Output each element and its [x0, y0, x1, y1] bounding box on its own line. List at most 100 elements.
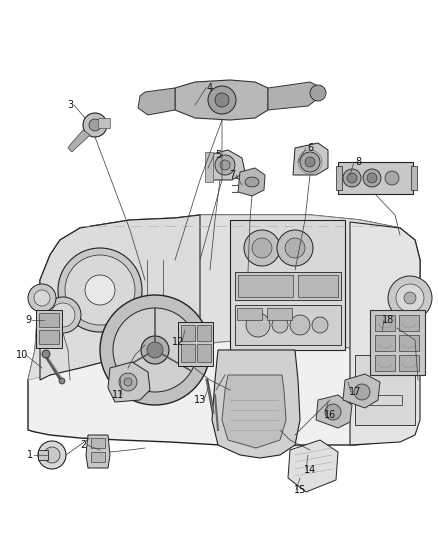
Polygon shape	[28, 215, 420, 380]
Bar	[370, 310, 425, 375]
Bar	[39, 330, 59, 344]
Circle shape	[396, 284, 424, 312]
Polygon shape	[343, 374, 380, 408]
Bar	[91, 438, 105, 448]
Polygon shape	[138, 88, 175, 115]
Circle shape	[45, 297, 81, 333]
Circle shape	[58, 248, 142, 332]
Bar	[375, 315, 395, 331]
Text: 11: 11	[112, 390, 124, 400]
Text: 9: 9	[25, 315, 31, 325]
Circle shape	[244, 230, 280, 266]
Polygon shape	[68, 130, 90, 152]
Circle shape	[141, 336, 169, 364]
Text: 3: 3	[67, 100, 73, 110]
Polygon shape	[293, 143, 328, 175]
Text: 16: 16	[324, 410, 336, 420]
Polygon shape	[238, 168, 265, 196]
Circle shape	[215, 93, 229, 107]
Polygon shape	[288, 440, 338, 492]
Circle shape	[59, 378, 65, 384]
Text: 5: 5	[215, 150, 221, 160]
Circle shape	[305, 157, 315, 167]
Text: 7: 7	[229, 170, 235, 180]
Bar	[91, 452, 105, 462]
Bar	[375, 355, 395, 371]
Bar	[98, 118, 110, 128]
Circle shape	[215, 155, 235, 175]
Bar	[238, 275, 293, 297]
Circle shape	[312, 317, 328, 333]
Polygon shape	[350, 222, 420, 445]
Circle shape	[354, 384, 370, 400]
Circle shape	[367, 173, 377, 183]
Bar	[370, 395, 402, 405]
Circle shape	[65, 255, 135, 325]
Text: 15: 15	[294, 485, 306, 495]
Bar	[399, 355, 419, 371]
Circle shape	[89, 119, 101, 131]
Polygon shape	[212, 350, 300, 458]
Circle shape	[252, 238, 272, 258]
Circle shape	[147, 342, 163, 358]
Circle shape	[272, 317, 288, 333]
Bar	[230, 220, 345, 350]
Bar	[267, 308, 292, 320]
Bar	[181, 344, 195, 362]
Bar	[237, 308, 262, 320]
Circle shape	[285, 238, 305, 258]
Bar	[235, 305, 341, 345]
Text: 18: 18	[382, 315, 394, 325]
Bar	[336, 166, 342, 190]
Text: 10: 10	[16, 350, 28, 360]
Bar	[338, 162, 413, 194]
Circle shape	[85, 275, 115, 305]
Circle shape	[51, 303, 75, 327]
Text: 12: 12	[172, 337, 184, 347]
Bar	[181, 325, 195, 341]
Polygon shape	[108, 362, 150, 402]
Bar	[375, 335, 395, 351]
Text: 1: 1	[27, 450, 33, 460]
Polygon shape	[28, 215, 420, 448]
Text: 14: 14	[304, 465, 316, 475]
Polygon shape	[208, 150, 245, 180]
Circle shape	[343, 169, 361, 187]
Circle shape	[34, 290, 50, 306]
Circle shape	[83, 113, 107, 137]
Text: 2: 2	[80, 440, 86, 450]
Circle shape	[220, 160, 230, 170]
Polygon shape	[86, 435, 110, 468]
Circle shape	[347, 173, 357, 183]
Circle shape	[310, 85, 326, 101]
Circle shape	[363, 169, 381, 187]
Bar	[197, 344, 211, 362]
Circle shape	[404, 292, 416, 304]
Bar	[411, 166, 417, 190]
Bar	[205, 152, 213, 182]
Circle shape	[119, 373, 137, 391]
Bar	[298, 275, 338, 297]
Circle shape	[28, 284, 56, 312]
Text: 13: 13	[194, 395, 206, 405]
Bar	[39, 313, 59, 327]
Circle shape	[44, 447, 60, 463]
Text: 17: 17	[349, 387, 361, 397]
Text: 4: 4	[207, 83, 213, 93]
Text: 6: 6	[307, 143, 313, 153]
Circle shape	[277, 230, 313, 266]
Circle shape	[124, 378, 132, 386]
Circle shape	[388, 276, 432, 320]
Circle shape	[385, 171, 399, 185]
Bar	[197, 325, 211, 341]
Bar	[38, 450, 48, 460]
Circle shape	[290, 315, 310, 335]
Circle shape	[208, 86, 236, 114]
Bar	[178, 322, 213, 366]
Circle shape	[325, 404, 341, 420]
Bar	[399, 315, 419, 331]
Polygon shape	[316, 395, 352, 428]
Polygon shape	[268, 82, 318, 110]
Circle shape	[300, 152, 320, 172]
Polygon shape	[222, 375, 286, 448]
